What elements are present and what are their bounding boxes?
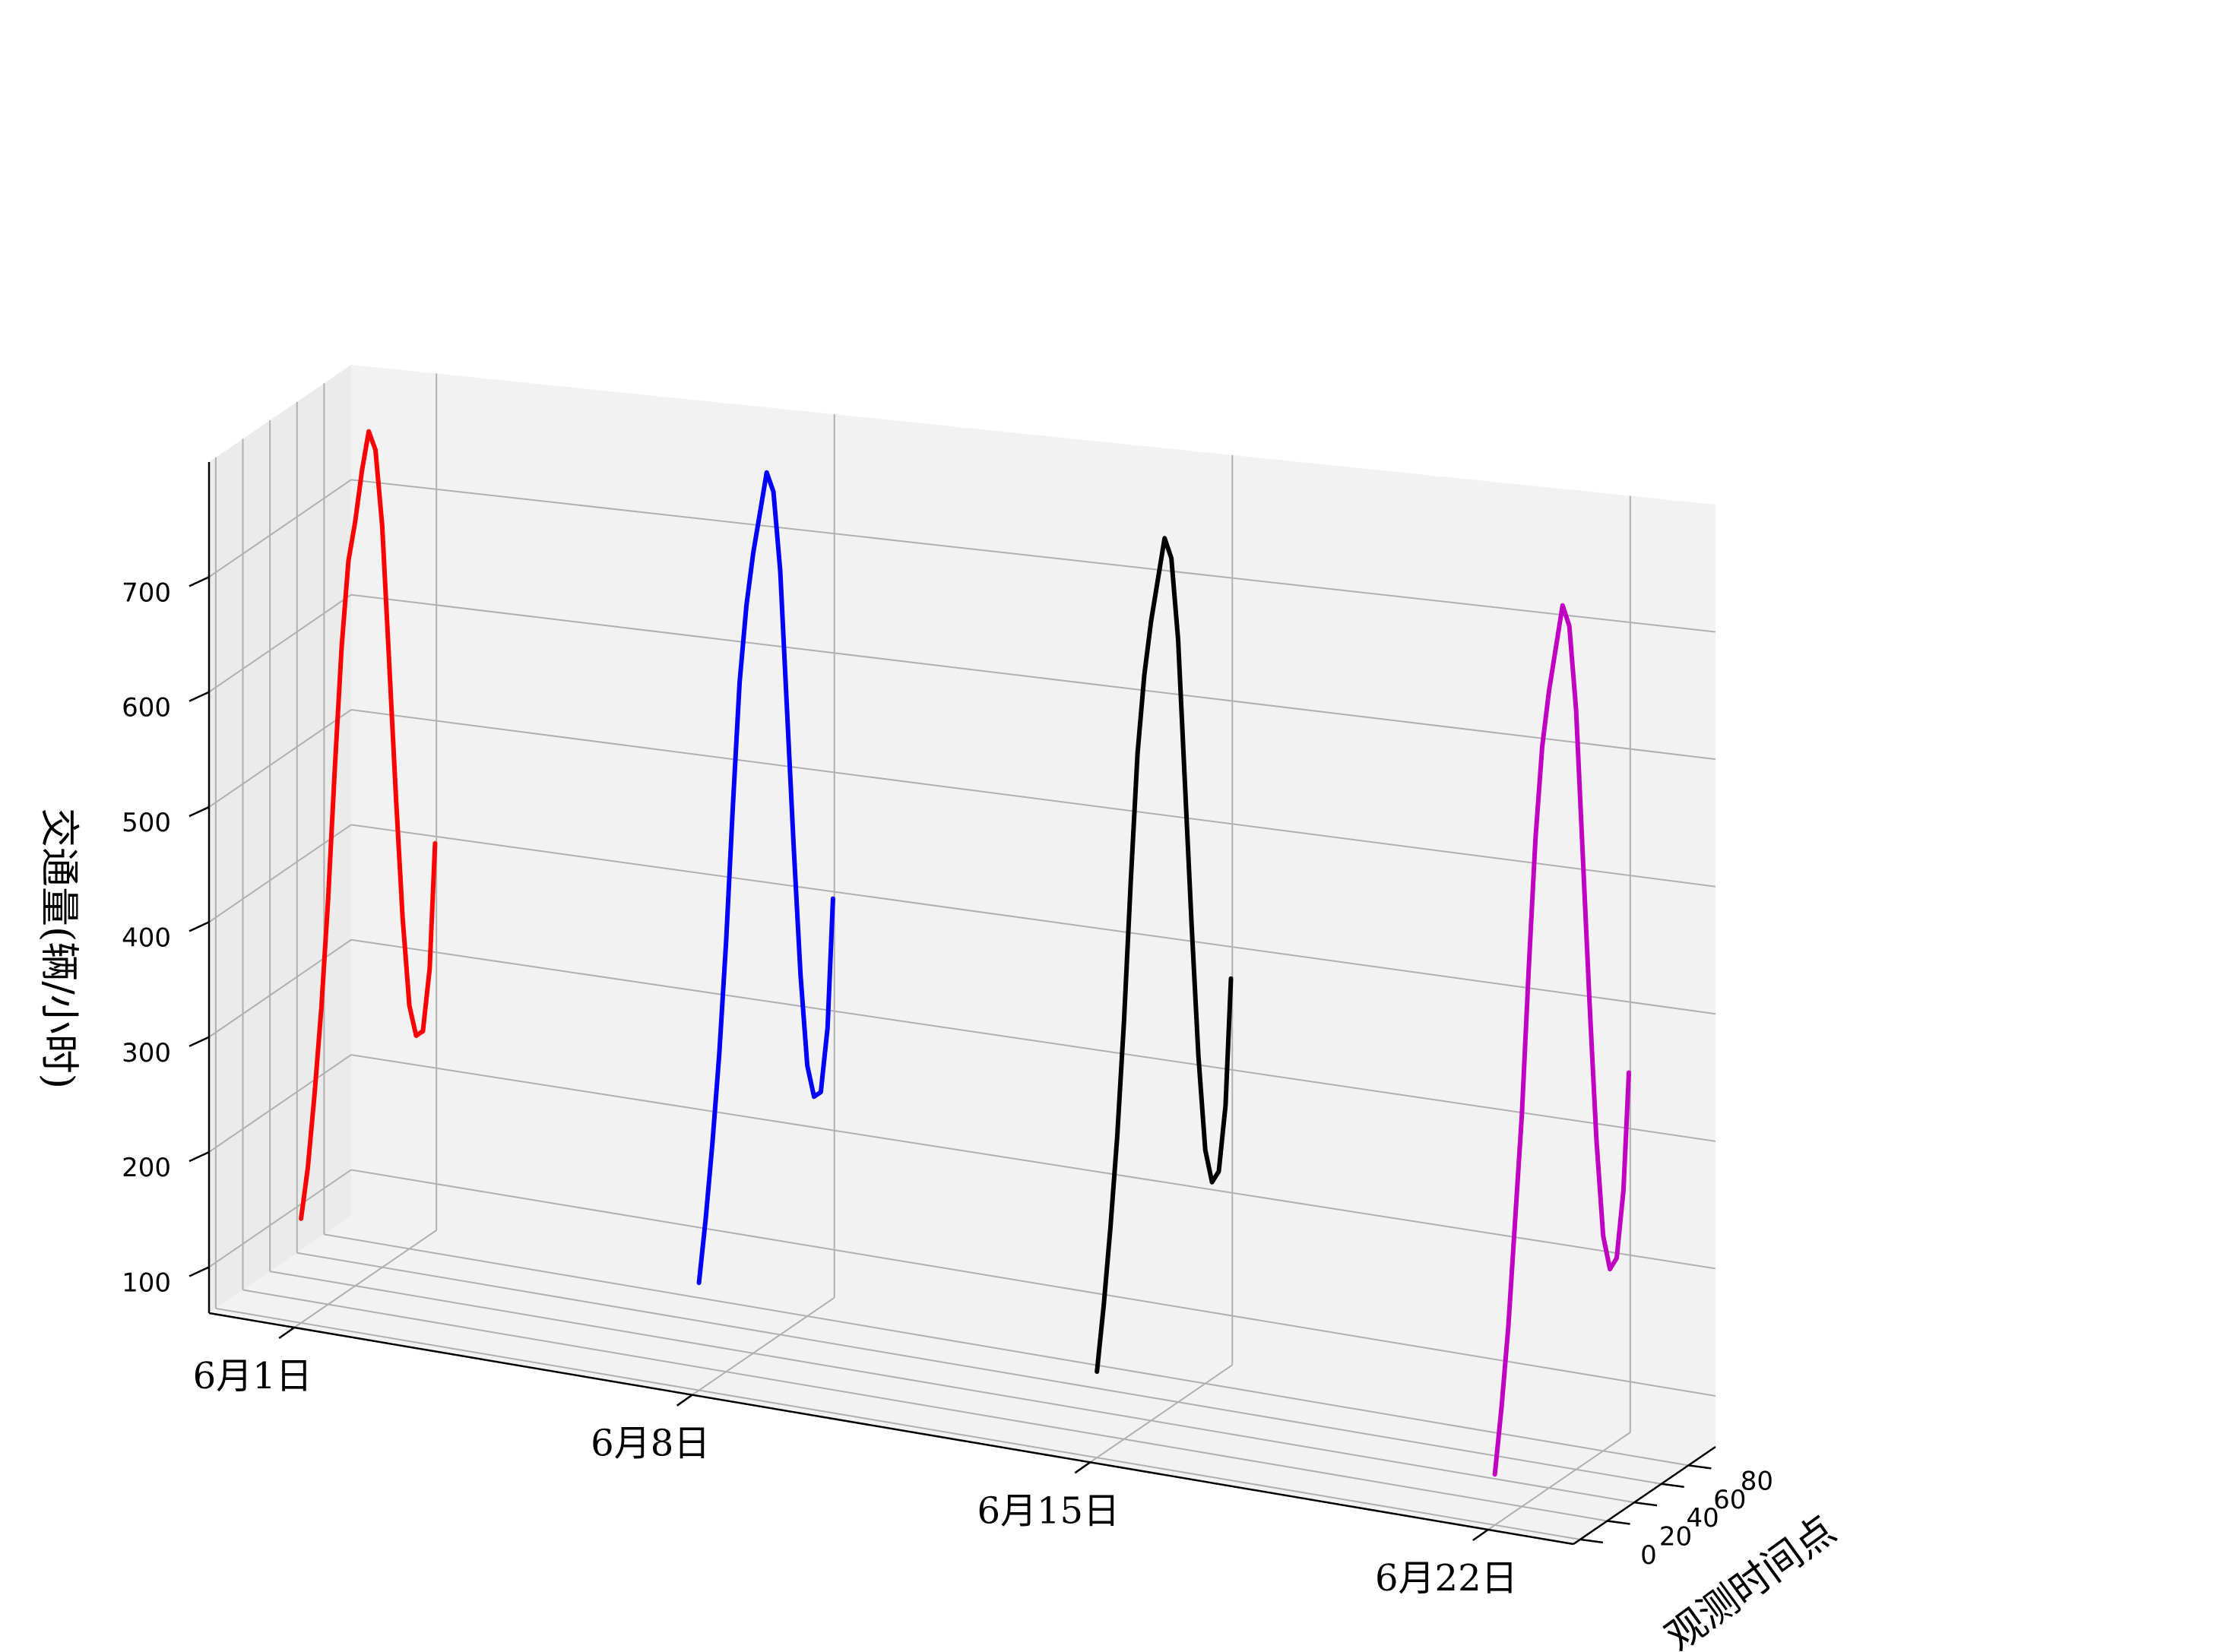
y-tick-label: 20 xyxy=(1659,1522,1692,1552)
x-tick xyxy=(1074,1461,1091,1474)
y-axis-line xyxy=(1573,1445,1716,1546)
y-tick xyxy=(1661,1483,1684,1489)
grid-line-x xyxy=(692,1296,835,1396)
y-tick xyxy=(1607,1520,1630,1525)
x-tick-label: 6月1日 xyxy=(193,1355,312,1397)
x-axis-line xyxy=(208,1312,1574,1546)
y-tick-label: 0 xyxy=(1640,1540,1657,1571)
axis-ticks xyxy=(189,576,1712,1544)
series-line-4 xyxy=(1492,603,1631,1477)
grid-line-z xyxy=(350,824,1716,1015)
grid-line-y xyxy=(269,1271,1635,1504)
grid-line-z xyxy=(350,938,1716,1142)
z-tick xyxy=(189,1150,210,1163)
z-tick-label: 400 xyxy=(122,923,171,953)
floor-pane xyxy=(209,1216,1716,1544)
series-lines xyxy=(299,429,1631,1477)
z-tick-label: 600 xyxy=(122,693,171,723)
z-tick xyxy=(189,1036,210,1047)
series-line-3 xyxy=(1095,536,1234,1374)
grid-line-z xyxy=(208,709,352,808)
y-tick xyxy=(1579,1538,1604,1544)
x-tick-label: 6月15日 xyxy=(977,1489,1120,1532)
grid-line-x xyxy=(293,1230,437,1328)
x-tick-label: 6月8日 xyxy=(591,1423,710,1465)
axis-panes xyxy=(209,365,1716,1544)
z-tick xyxy=(189,576,210,587)
grid-line-z xyxy=(350,709,1716,888)
grid-line-y xyxy=(215,1307,1581,1540)
grid-line-z xyxy=(208,479,352,578)
y-tick-label: 60 xyxy=(1713,1485,1746,1515)
x-tick xyxy=(278,1326,295,1340)
z-tick xyxy=(189,1266,210,1277)
z-tick-label: 700 xyxy=(122,578,171,608)
grid-line-y xyxy=(324,1233,1689,1467)
z-axis-title: 交通量(辆/小时) xyxy=(36,808,81,1089)
axis-lines xyxy=(208,462,1716,1546)
y-tick-label: 40 xyxy=(1687,1503,1719,1533)
grid-line-y xyxy=(242,1289,1608,1522)
z-tick-label: 500 xyxy=(122,808,171,838)
x-tick xyxy=(1472,1528,1489,1542)
grid-line-z xyxy=(208,938,352,1038)
y-tick-label: 80 xyxy=(1741,1466,1773,1496)
grid-line-z xyxy=(350,593,1716,761)
grid-line-y xyxy=(296,1252,1662,1485)
grid-line-z xyxy=(350,479,1716,633)
grid-line-z xyxy=(350,1169,1716,1397)
x-tick-label: 6月22日 xyxy=(1375,1557,1518,1600)
z-tick xyxy=(189,805,210,818)
series-line-1 xyxy=(299,429,438,1221)
grid-line-z xyxy=(208,1054,352,1153)
grid-lines xyxy=(208,373,1716,1540)
grid-line-z xyxy=(350,1054,1716,1270)
z-tick-label: 200 xyxy=(122,1153,171,1183)
z-tick-label: 300 xyxy=(122,1038,171,1068)
y-tick xyxy=(1633,1501,1658,1507)
grid-line-x xyxy=(1089,1364,1233,1464)
grid-line-z xyxy=(208,593,352,693)
z-tick-label: 100 xyxy=(122,1267,171,1298)
z-tick xyxy=(189,691,210,702)
grid-line-z xyxy=(208,1169,352,1268)
x-tick xyxy=(676,1394,693,1407)
grid-line-z xyxy=(208,824,352,923)
y-tick xyxy=(1688,1464,1712,1470)
z-tick xyxy=(189,921,210,932)
series-line-2 xyxy=(696,470,835,1286)
grid-line-x xyxy=(1487,1432,1631,1530)
